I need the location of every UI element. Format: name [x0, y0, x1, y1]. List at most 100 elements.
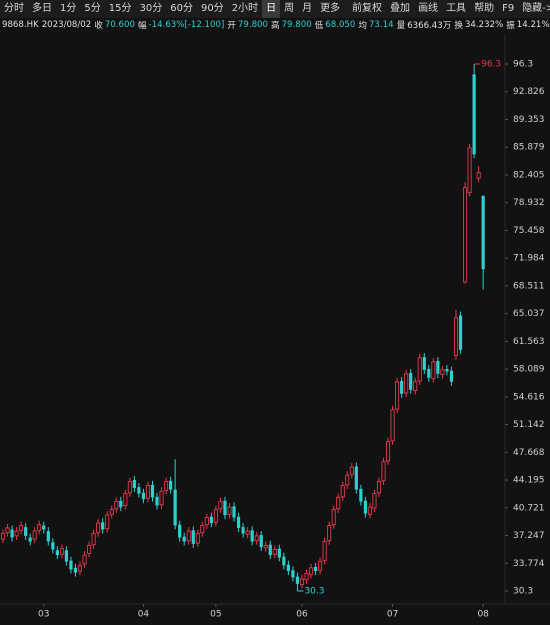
low-annotation: 30.3: [304, 587, 324, 597]
candle-body: [254, 535, 259, 542]
toolbar-button[interactable]: F9: [502, 3, 515, 14]
toolbar-button[interactable]: 月: [302, 3, 313, 14]
field-label: 振: [506, 21, 515, 31]
candle-body: [46, 531, 50, 542]
candle-body: [159, 490, 164, 506]
field-label: 开: [227, 21, 236, 31]
field-label: 量: [396, 21, 406, 31]
y-tick-label: 44.195: [513, 476, 545, 486]
candle-body: [114, 501, 119, 510]
candle-body: [77, 564, 83, 572]
candle-body: [272, 549, 277, 555]
candle-body: [0, 533, 6, 540]
candle-body: [282, 556, 286, 566]
toolbar-button[interactable]: 分时: [4, 3, 24, 14]
high-annotation: 96.3: [481, 60, 501, 70]
candle-body: [173, 489, 177, 526]
candle-body: [182, 536, 186, 542]
x-tick-label: 06: [296, 610, 308, 620]
candle-body: [186, 530, 191, 542]
candle-body: [59, 548, 64, 555]
field-value: 79.800: [281, 20, 312, 30]
candle-body: [372, 493, 377, 509]
candle-body: [105, 514, 110, 530]
candle-body: [178, 524, 182, 538]
y-tick-label: 71.984: [513, 254, 545, 264]
y-tick-label: 65.037: [513, 309, 545, 319]
candle-body: [169, 480, 173, 490]
toolbar-button[interactable]: 90分: [200, 3, 224, 14]
candle-body: [5, 527, 10, 534]
x-tick-label: 07: [387, 610, 398, 620]
candle-body: [422, 357, 426, 370]
candle-body: [87, 545, 92, 554]
candle-body: [200, 525, 205, 534]
candle-body: [42, 525, 46, 530]
candle-body: [322, 541, 327, 562]
y-tick-label: 61.563: [513, 337, 545, 347]
candle-body: [268, 544, 272, 556]
field-value: 73.14: [368, 20, 394, 30]
candle-body: [354, 466, 358, 490]
candle-body: [82, 554, 87, 565]
y-tick-label: 78.932: [513, 198, 545, 208]
toolbar-button[interactable]: 画线: [418, 3, 439, 14]
candle-body: [277, 548, 281, 558]
candle-body: [119, 500, 123, 508]
toolbar-button[interactable]: 2小时: [231, 3, 259, 14]
y-tick-label: 30.3: [513, 587, 533, 597]
candle-body: [19, 525, 24, 531]
candle-body: [359, 488, 363, 502]
toolbar-button[interactable]: 叠加: [390, 3, 411, 14]
candle-body: [14, 530, 19, 537]
candle-body: [413, 381, 418, 392]
field-label: 低: [314, 21, 324, 31]
y-tick-label: 54.616: [513, 392, 545, 402]
y-tick-label: 82.405: [513, 170, 545, 180]
candle-body: [51, 542, 55, 550]
toolbar-button[interactable]: 前复权: [352, 3, 383, 14]
candle-body: [24, 527, 28, 536]
candle-body: [10, 529, 14, 538]
candle-body: [327, 525, 332, 542]
field-value: 68.050: [325, 20, 356, 30]
candle-body: [349, 466, 354, 475]
field-value: -14.63%[-12.100]: [148, 20, 225, 30]
toolbar-button[interactable]: 多日: [32, 3, 52, 14]
toolbar-button[interactable]: 30分: [139, 3, 163, 14]
candle-body: [463, 187, 468, 283]
field-label: 均: [358, 21, 367, 31]
candle-body: [241, 527, 245, 534]
candle-body: [69, 560, 73, 570]
candle-body: [213, 509, 218, 523]
toolbar-button[interactable]: 1分: [60, 3, 77, 14]
candle-body: [28, 537, 32, 542]
candle-body: [331, 509, 336, 526]
y-tick-label: 47.668: [513, 448, 545, 458]
toolbar-button[interactable]: 60分: [170, 3, 193, 14]
candle-body: [386, 441, 391, 462]
toolbar-button[interactable]: 隐藏->: [522, 3, 550, 14]
y-tick-label: 37.247: [513, 531, 545, 541]
toolbar-button[interactable]: 15分: [108, 3, 132, 14]
candle-body: [223, 500, 227, 516]
toolbar-button[interactable]: 更多: [320, 3, 341, 14]
toolbar-button[interactable]: 周: [284, 3, 295, 14]
y-tick-label: 58.089: [513, 365, 545, 375]
candle-body: [390, 409, 395, 442]
toolbar-button[interactable]: 5分: [84, 3, 101, 14]
candle-body: [218, 501, 223, 510]
candle-body: [440, 369, 445, 376]
candle-body: [467, 147, 472, 194]
candle-body: [91, 533, 96, 546]
candle-body: [145, 485, 151, 499]
candle-body: [263, 545, 268, 549]
candle-body: [436, 361, 440, 374]
toolbar-button[interactable]: 工具: [446, 3, 467, 14]
candle-body: [431, 361, 436, 380]
toolbar-button[interactable]: 日: [262, 0, 281, 18]
candle-body: [458, 315, 463, 350]
toolbar-button[interactable]: 帮助: [474, 3, 495, 14]
candle-body: [449, 370, 454, 382]
candle-body: [73, 567, 78, 573]
